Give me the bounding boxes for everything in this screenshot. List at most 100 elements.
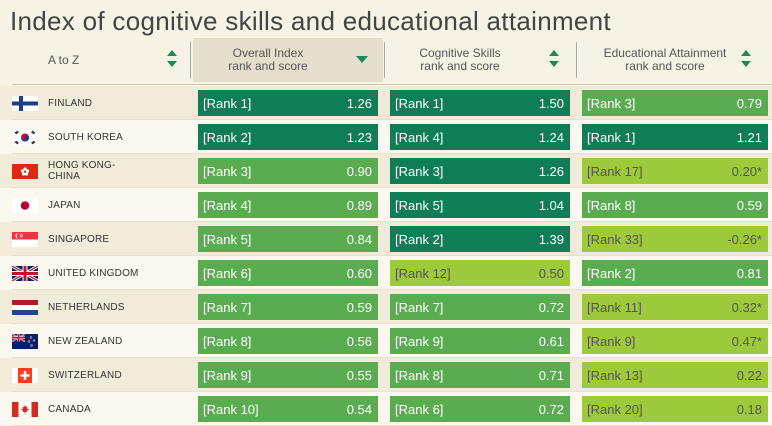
finland-flag-icon: [12, 96, 38, 111]
cognitive-score-cell[interactable]: [Rank 6] 0.72: [390, 396, 570, 422]
country-name: FINLAND: [48, 98, 93, 109]
score-value: -0.26*: [727, 231, 762, 247]
rank-label: [Rank 5]: [203, 231, 252, 247]
column-divider: [576, 42, 577, 78]
table-row[interactable]: SWITZERLAND [Rank 9] 0.55 [Rank 8] 0.71 [Rank…: [0, 358, 772, 392]
rank-label: [Rank 6]: [203, 265, 252, 281]
cognitive-score-cell[interactable]: [Rank 9] 0.61: [390, 328, 570, 354]
column-header-overall-index[interactable]: Overall Index rank and score: [193, 38, 383, 82]
cognitive-score-cell[interactable]: [Rank 1] 1.50: [390, 90, 570, 116]
table-row[interactable]: CANADA [Rank 10] 0.54 [Rank 6] 0.72 [Rank 20]…: [0, 392, 772, 426]
column-header-educational-attainment[interactable]: Educational Attainment rank and score: [578, 38, 772, 82]
column-label-line1: Overall Index: [232, 46, 304, 60]
attainment-score-cell[interactable]: [Rank 13] 0.22: [582, 362, 768, 388]
country-name: CANADA: [48, 404, 91, 415]
country-name: JAPAN: [48, 200, 81, 211]
score-value: 1.26: [346, 95, 372, 111]
rank-label: [Rank 2]: [203, 129, 252, 145]
attainment-score-cell[interactable]: [Rank 1] 1.21: [582, 124, 768, 150]
overall-score-cell[interactable]: [Rank 9] 0.55: [198, 362, 378, 388]
country-name: NEW ZEALAND: [48, 336, 123, 347]
attainment-score-cell[interactable]: [Rank 3] 0.79: [582, 90, 768, 116]
table-row[interactable]: SOUTH KOREA [Rank 2] 1.23 [Rank 4] 1.24 [Rank…: [0, 120, 772, 154]
rank-label: [Rank 5]: [395, 197, 444, 213]
score-value: 0.90: [346, 163, 372, 179]
rank-label: [Rank 2]: [587, 265, 636, 281]
score-value: 0.32*: [731, 299, 762, 315]
rank-label: [Rank 8]: [395, 367, 444, 383]
country-name: HONG KONG- CHINA: [48, 160, 116, 182]
score-value: 0.22: [736, 367, 762, 383]
united-kingdom-flag-icon: [12, 266, 38, 281]
rank-label: [Rank 3]: [203, 163, 252, 179]
score-value: 0.89: [346, 197, 372, 213]
overall-score-cell[interactable]: [Rank 1] 1.26: [198, 90, 378, 116]
score-value: 0.50: [538, 265, 564, 281]
table-row[interactable]: SINGAPORE [Rank 5] 0.84 [Rank 2] 1.39 [Rank 3…: [0, 222, 772, 256]
score-value: 1.26: [538, 163, 564, 179]
attainment-score-cell[interactable]: [Rank 9] 0.47*: [582, 328, 768, 354]
overall-score-cell[interactable]: [Rank 6] 0.60: [198, 260, 378, 286]
score-value: 0.59: [736, 197, 762, 213]
score-value: 0.54: [346, 401, 372, 417]
score-value: 0.55: [346, 367, 372, 383]
table-header: A to Z Overall Index rank and score Cogn…: [0, 38, 772, 84]
cognitive-score-cell[interactable]: [Rank 12] 0.50: [390, 260, 570, 286]
cognitive-score-cell[interactable]: [Rank 2] 1.39: [390, 226, 570, 252]
row-divider: [12, 221, 772, 222]
rank-label: [Rank 20]: [587, 401, 643, 417]
attainment-score-cell[interactable]: [Rank 11] 0.32*: [582, 294, 768, 320]
score-value: 0.79: [736, 95, 762, 111]
column-label-line2: rank and score: [420, 59, 500, 73]
sort-down-icon[interactable]: [356, 56, 368, 63]
attainment-score-cell[interactable]: [Rank 20] 0.18: [582, 396, 768, 422]
row-divider: [12, 391, 772, 392]
cognitive-score-cell[interactable]: [Rank 7] 0.72: [390, 294, 570, 320]
table-row[interactable]: NEW ZEALAND [Rank 8] 0.56 [Rank 9] 0.61 [Rank…: [0, 324, 772, 358]
overall-score-cell[interactable]: [Rank 3] 0.90: [198, 158, 378, 184]
sort-up-down-icon[interactable]: [549, 50, 559, 70]
column-header-a-to-z[interactable]: A to Z: [12, 38, 190, 82]
cognitive-score-cell[interactable]: [Rank 8] 0.71: [390, 362, 570, 388]
sort-up-down-icon[interactable]: [167, 50, 177, 70]
row-divider: [12, 289, 772, 290]
attainment-score-cell[interactable]: [Rank 33] -0.26*: [582, 226, 768, 252]
table-row[interactable]: UNITED KINGDOM [Rank 6] 0.60 [Rank 12] 0.50[…: [0, 256, 772, 290]
attainment-score-cell[interactable]: [Rank 2] 0.81: [582, 260, 768, 286]
overall-score-cell[interactable]: [Rank 2] 1.23: [198, 124, 378, 150]
rank-label: [Rank 10]: [203, 401, 259, 417]
score-value: 1.39: [538, 231, 564, 247]
overall-score-cell[interactable]: [Rank 8] 0.56: [198, 328, 378, 354]
south-korea-flag-icon: [12, 130, 38, 145]
rank-label: [Rank 3]: [587, 95, 636, 111]
cognitive-score-cell[interactable]: [Rank 5] 1.04: [390, 192, 570, 218]
sort-up-down-icon[interactable]: [741, 50, 751, 70]
table-row[interactable]: NETHERLANDS [Rank 7] 0.59 [Rank 7] 0.72 [Rank…: [0, 290, 772, 324]
overall-score-cell[interactable]: [Rank 4] 0.89: [198, 192, 378, 218]
japan-flag-icon: [12, 198, 38, 213]
overall-score-cell[interactable]: [Rank 7] 0.59: [198, 294, 378, 320]
row-divider: [12, 323, 772, 324]
overall-score-cell[interactable]: [Rank 5] 0.84: [198, 226, 378, 252]
row-divider: [12, 357, 772, 358]
attainment-score-cell[interactable]: [Rank 8] 0.59: [582, 192, 768, 218]
row-divider: [12, 255, 772, 256]
attainment-score-cell[interactable]: [Rank 17] 0.20*: [582, 158, 768, 184]
table-row[interactable]: JAPAN [Rank 4] 0.89 [Rank 5] 1.04 [Rank 8] 0.5…: [0, 188, 772, 222]
score-value: 0.18: [736, 401, 762, 417]
score-value: 1.24: [538, 129, 564, 145]
table-row[interactable]: HONG KONG- CHINA [Rank 3] 0.90 [Rank 3] 1.26…: [0, 154, 772, 188]
score-value: 0.71: [538, 367, 564, 383]
cognitive-score-cell[interactable]: [Rank 3] 1.26: [390, 158, 570, 184]
canada-flag-icon: [12, 402, 38, 417]
rank-label: [Rank 3]: [395, 163, 444, 179]
rank-label: [Rank 9]: [395, 333, 444, 349]
table-row[interactable]: FINLAND [Rank 1] 1.26 [Rank 1] 1.50 [Rank 3] 0…: [0, 86, 772, 120]
cognitive-score-cell[interactable]: [Rank 4] 1.24: [390, 124, 570, 150]
overall-score-cell[interactable]: [Rank 10] 0.54: [198, 396, 378, 422]
column-header-cognitive-skills[interactable]: Cognitive Skills rank and score: [386, 38, 574, 82]
country-name: SINGAPORE: [48, 234, 110, 245]
score-value: 0.72: [538, 401, 564, 417]
rank-label: [Rank 1]: [203, 95, 252, 111]
score-value: 0.84: [346, 231, 372, 247]
